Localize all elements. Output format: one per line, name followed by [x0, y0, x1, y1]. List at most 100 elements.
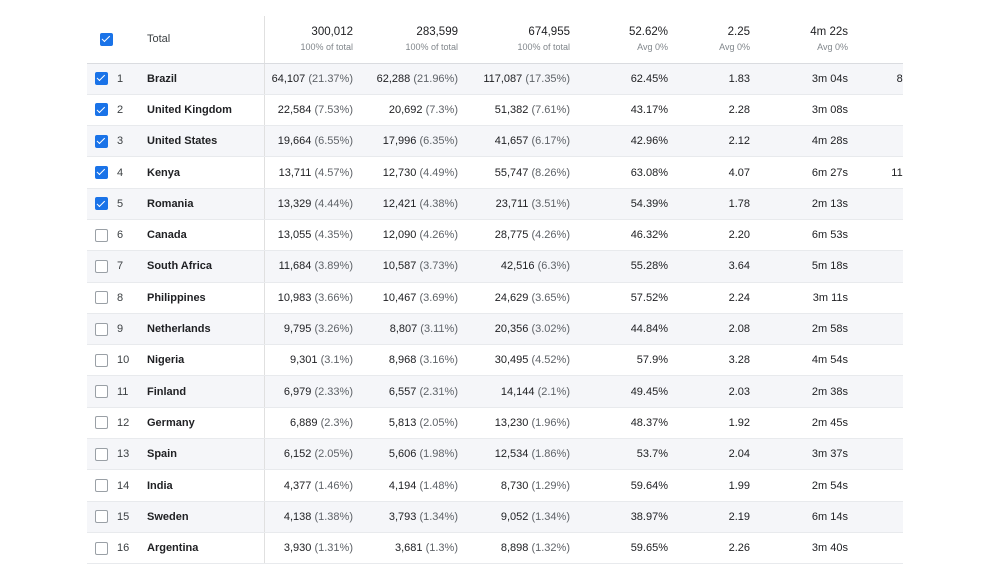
row-checkbox[interactable]: [95, 479, 108, 492]
metric-4-subtitle: Avg 0%: [637, 41, 668, 52]
row-checkbox[interactable]: [95, 134, 108, 148]
row-country[interactable]: Romania: [147, 188, 265, 220]
row-country[interactable]: Kenya: [147, 156, 265, 189]
header-metric-2[interactable]: 283,599 100% of total: [362, 16, 467, 64]
row-metric-6: 4m 28s: [759, 125, 857, 158]
metric-value: 51,382: [494, 103, 529, 116]
table-row[interactable]: 9 Netherlands 9,795 (3.26%) 8,807 (3.11%…: [87, 313, 903, 346]
table-row[interactable]: 4 Kenya 13,711 (4.57%) 12,730 (4.49%) 55…: [87, 156, 903, 189]
row-metric-3: 117,087 (17.35%): [467, 63, 579, 95]
row-metric-1: 9,301 (3.1%): [264, 344, 362, 377]
metric-percent: (1.46%): [314, 479, 353, 492]
row-country[interactable]: Brazil: [147, 63, 265, 95]
metric-percent: (3.66%): [314, 291, 353, 304]
table-row[interactable]: 13 Spain 6,152 (2.05%) 5,606 (1.98%) 12,…: [87, 438, 903, 471]
table-row[interactable]: 6 Canada 13,055 (4.35%) 12,090 (4.26%) 2…: [87, 219, 903, 252]
row-country[interactable]: Canada: [147, 219, 265, 252]
row-metric-7: 3,8: [857, 344, 903, 377]
metric-percent: (1.38%): [314, 510, 353, 523]
row-checkbox[interactable]: [95, 259, 108, 273]
table-row[interactable]: 12 Germany 6,889 (2.3%) 5,813 (2.05%) 13…: [87, 407, 903, 440]
row-metric-1: 4,377 (1.46%): [264, 469, 362, 502]
row-metric-4: 44.84%: [579, 313, 677, 346]
metric-5-total: 2.25: [727, 25, 750, 38]
table-row[interactable]: 14 India 4,377 (1.46%) 4,194 (1.48%) 8,7…: [87, 469, 903, 502]
table-row[interactable]: 11 Finland 6,979 (2.33%) 6,557 (2.31%) 1…: [87, 375, 903, 408]
metric-value: 41,657: [494, 135, 529, 148]
row-country[interactable]: United Kingdom: [147, 94, 265, 127]
row-country[interactable]: Finland: [147, 375, 265, 408]
row-checkbox[interactable]: [95, 103, 108, 117]
table-row[interactable]: 1 Brazil 64,107 (21.37%) 62,288 (21.96%)…: [87, 63, 903, 95]
row-metric-2: 8,968 (3.16%): [362, 344, 467, 377]
row-checkbox[interactable]: [95, 385, 108, 399]
table-header-row: Total 300,012 100% of total 283,599 100%…: [87, 16, 903, 64]
row-checkbox[interactable]: [95, 291, 108, 305]
row-checkbox[interactable]: [95, 510, 108, 524]
row-country[interactable]: Philippines: [147, 282, 265, 314]
metric-value: 4,194: [388, 479, 417, 492]
table-row[interactable]: 8 Philippines 10,983 (3.66%) 10,467 (3.6…: [87, 282, 903, 314]
row-country[interactable]: Nigeria: [147, 344, 265, 377]
row-metric-7: 2,7: [857, 282, 903, 314]
row-metric-5: 3.64: [677, 250, 759, 283]
row-checkbox[interactable]: [95, 416, 108, 430]
metric-value: 62,288: [376, 72, 411, 85]
row-checkbox-cell: [87, 125, 117, 158]
table-row[interactable]: 2 United Kingdom 22,584 (7.53%) 20,692 (…: [87, 94, 903, 127]
row-checkbox[interactable]: [95, 228, 108, 242]
metric-percent: (2.05%): [314, 448, 353, 461]
row-metric-4: 43.17%: [579, 94, 677, 127]
header-metric-5[interactable]: 2.25 Avg 0%: [677, 16, 759, 64]
table-row[interactable]: 7 South Africa 11,684 (3.89%) 10,587 (3.…: [87, 250, 903, 283]
table-row[interactable]: 3 United States 19,664 (6.55%) 17,996 (6…: [87, 125, 903, 158]
header-metric-6[interactable]: 4m 22s Avg 0%: [759, 16, 857, 64]
table-row[interactable]: 5 Romania 13,329 (4.44%) 12,421 (4.38%) …: [87, 188, 903, 220]
row-checkbox[interactable]: [95, 322, 108, 336]
row-metric-2: 6,557 (2.31%): [362, 375, 467, 408]
row-metric-3: 28,775 (4.26%): [467, 219, 579, 252]
row-country[interactable]: Germany: [147, 407, 265, 440]
row-country[interactable]: Spain: [147, 438, 265, 471]
metric-percent: (1.34%): [419, 510, 458, 523]
row-country[interactable]: Netherlands: [147, 313, 265, 346]
row-country[interactable]: Sweden: [147, 501, 265, 533]
header-metric-4[interactable]: 52.62% Avg 0%: [579, 16, 677, 64]
row-checkbox-cell: [87, 313, 117, 346]
row-checkbox[interactable]: [95, 447, 108, 461]
row-checkbox-cell: [87, 156, 117, 189]
table-row[interactable]: 15 Sweden 4,138 (1.38%) 3,793 (1.34%) 9,…: [87, 501, 903, 533]
row-metric-7: 4,4: [857, 250, 903, 283]
metric-value: 8,730: [500, 479, 529, 492]
row-metric-3: 14,144 (2.1%): [467, 375, 579, 408]
row-metric-5: 2.12: [677, 125, 759, 158]
row-index: 1: [117, 63, 147, 95]
metric-value: 13,230: [494, 416, 529, 429]
row-metric-5: 1.99: [677, 469, 759, 502]
header-metric-1[interactable]: 300,012 100% of total: [264, 16, 362, 64]
row-checkbox-cell: [87, 63, 117, 95]
row-country[interactable]: Argentina: [147, 532, 265, 564]
metric-6-subtitle: Avg 0%: [817, 41, 848, 52]
header-checkbox-cell: [87, 16, 117, 64]
row-checkbox[interactable]: [95, 197, 108, 211]
row-checkbox[interactable]: [95, 541, 108, 555]
row-country[interactable]: South Africa: [147, 250, 265, 283]
table-row[interactable]: 10 Nigeria 9,301 (3.1%) 8,968 (3.16%) 30…: [87, 344, 903, 377]
metric-value: 6,889: [290, 416, 318, 429]
row-index: 11: [117, 375, 147, 408]
select-all-checkbox[interactable]: [99, 32, 113, 46]
row-index: 12: [117, 407, 147, 440]
metric-percent: (1.34%): [531, 510, 570, 523]
metric-value: 20,356: [494, 323, 529, 336]
metric-percent: (6.55%): [314, 135, 353, 148]
row-checkbox[interactable]: [95, 72, 108, 86]
header-metric-3[interactable]: 674,955 100% of total: [467, 16, 579, 64]
row-checkbox[interactable]: [95, 353, 108, 367]
row-checkbox[interactable]: [95, 166, 108, 180]
row-country[interactable]: United States: [147, 125, 265, 158]
table-row[interactable]: 16 Argentina 3,930 (1.31%) 3,681 (1.3%) …: [87, 532, 903, 564]
row-metric-3: 20,356 (3.02%): [467, 313, 579, 346]
row-country[interactable]: India: [147, 469, 265, 502]
row-metric-1: 13,711 (4.57%): [264, 156, 362, 189]
